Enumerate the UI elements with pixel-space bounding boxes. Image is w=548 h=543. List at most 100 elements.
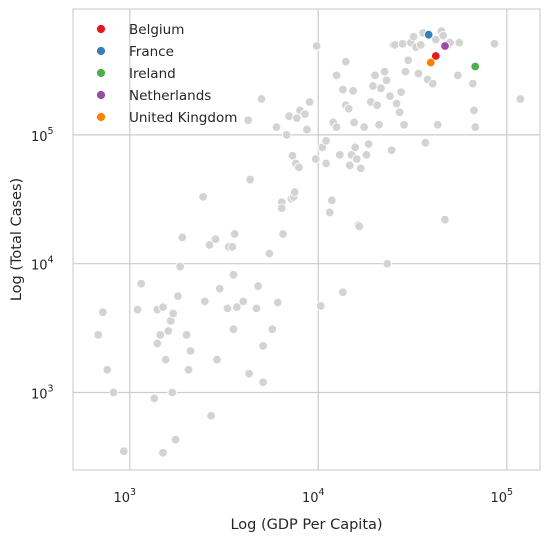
point-24: [185, 346, 196, 356]
point-17: [168, 308, 178, 319]
point-115: [400, 66, 411, 77]
point-135: [468, 78, 478, 89]
point-32: [222, 303, 233, 314]
point-1: [98, 307, 108, 317]
point-21: [177, 232, 188, 243]
point-100: [372, 100, 382, 110]
point-40: [243, 115, 253, 125]
point-106: [385, 91, 395, 101]
point-126: [431, 34, 441, 45]
point-27: [204, 240, 215, 250]
point-46: [258, 341, 268, 351]
point-137: [470, 122, 480, 132]
point-28: [206, 411, 216, 421]
point-51: [273, 297, 283, 308]
point-41: [245, 174, 255, 185]
point-73: [321, 136, 331, 146]
point-90: [352, 154, 362, 164]
point-23: [183, 365, 194, 375]
point-54: [278, 229, 288, 239]
point-65: [300, 109, 310, 119]
point-138: [489, 39, 500, 49]
point-12: [158, 448, 168, 458]
point-98: [368, 81, 378, 91]
point-26: [200, 296, 210, 307]
point-35: [228, 270, 239, 280]
point-30: [212, 354, 222, 365]
point-99: [370, 70, 380, 81]
point-48: [264, 248, 275, 259]
point-53: [277, 203, 287, 213]
point-43: [251, 303, 262, 314]
point-38: [232, 302, 242, 312]
point-20: [175, 261, 185, 272]
point-112: [396, 87, 406, 97]
point-72: [321, 158, 331, 169]
point-united-kingdom: [426, 57, 436, 68]
point-69: [311, 41, 322, 51]
point-109: [390, 40, 400, 50]
point-22: [181, 330, 192, 340]
point-19: [173, 291, 183, 301]
point-29: [210, 234, 221, 244]
point-68: [311, 154, 321, 164]
point-84: [343, 103, 354, 114]
point-6: [136, 278, 146, 289]
point-113: [397, 39, 408, 49]
point-3: [108, 387, 119, 398]
point-ireland: [470, 61, 480, 72]
point-92: [354, 221, 364, 232]
point-123: [420, 137, 431, 148]
point-127: [433, 120, 443, 130]
legend-label-united-kingdom: United Kingdom: [129, 110, 237, 126]
legend-marker-ireland: [96, 68, 106, 78]
point-25: [198, 192, 208, 202]
point-16: [167, 387, 177, 398]
highlight-points: [423, 30, 480, 72]
point-45: [256, 94, 267, 104]
point-7: [149, 393, 160, 404]
point-87: [348, 86, 358, 96]
point-55: [282, 130, 292, 140]
point-93: [356, 163, 366, 174]
plot-area: [72, 8, 541, 471]
point-96: [363, 139, 374, 149]
point-94: [359, 122, 369, 132]
point-2: [102, 365, 112, 375]
point-31: [215, 283, 225, 294]
point-139: [515, 94, 526, 104]
y-tick-label-0: 103: [31, 383, 54, 402]
point-67: [304, 97, 315, 107]
point-89: [350, 142, 360, 153]
point-14: [163, 326, 173, 336]
point-114: [399, 120, 409, 130]
legend-label-belgium: Belgium: [129, 22, 184, 38]
point-50: [271, 122, 282, 132]
point-79: [335, 150, 345, 160]
point-39: [238, 296, 248, 307]
point-111: [394, 107, 405, 117]
point-49: [267, 324, 277, 334]
y-tick-label-2: 105: [31, 126, 54, 145]
point-60: [290, 187, 300, 197]
y-tick-labels: 103 104 105: [31, 126, 54, 403]
point-83: [341, 57, 351, 67]
legend-marker-belgium: [96, 24, 106, 34]
point-125: [428, 78, 438, 89]
point-44: [253, 281, 263, 291]
point-66: [302, 124, 312, 135]
point-118: [408, 31, 419, 42]
point-133: [453, 70, 463, 81]
point-11: [158, 302, 168, 312]
point-belgium: [431, 51, 441, 61]
legend-marker-france: [96, 46, 106, 56]
x-tick-label-0: 103: [113, 487, 136, 506]
point-136: [469, 105, 479, 116]
x-tick-label-2: 105: [491, 487, 514, 506]
point-85: [345, 160, 355, 171]
point-120: [413, 68, 424, 79]
point-88: [349, 117, 359, 128]
x-tick-label-1: 104: [302, 487, 325, 506]
point-36: [229, 229, 240, 239]
